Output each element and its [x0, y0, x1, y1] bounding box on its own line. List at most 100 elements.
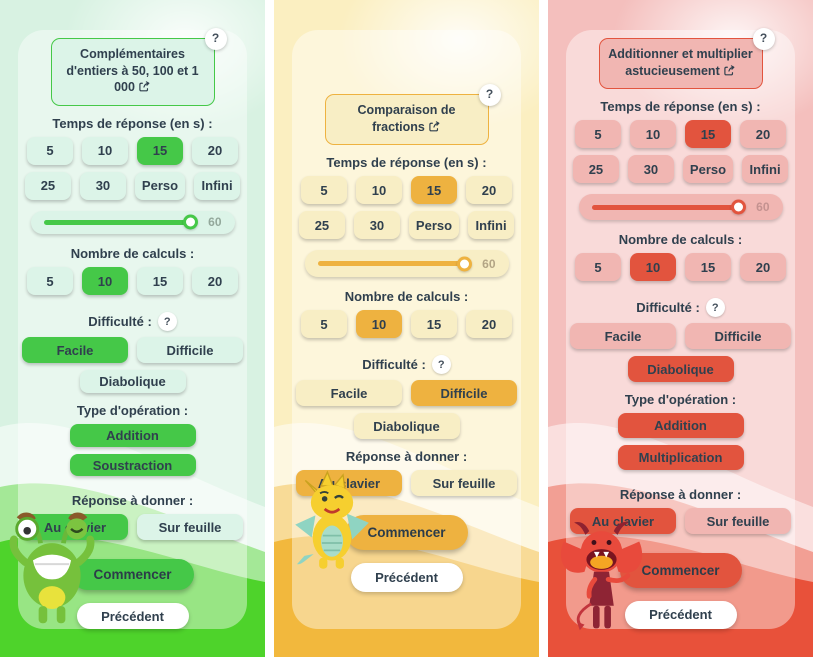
start-button[interactable]: Commencer: [345, 515, 468, 550]
difficulty-difficile[interactable]: Difficile: [137, 337, 243, 364]
difficulty-help-button[interactable]: ?: [157, 312, 177, 332]
time-option-15[interactable]: 15: [685, 120, 731, 148]
slider-track[interactable]: [591, 199, 747, 215]
time-section-label: Temps de réponse (en s) :: [600, 99, 761, 114]
time-option-5[interactable]: 5: [27, 136, 73, 165]
time-option-5[interactable]: 5: [301, 176, 347, 204]
count-option-5[interactable]: 5: [575, 253, 621, 282]
back-button[interactable]: Précédent: [350, 563, 463, 592]
exercise-title-card[interactable]: Complémentaires d'entiers à 50, 100 et 1…: [50, 28, 227, 106]
difficulty-diabolique[interactable]: Diabolique: [627, 356, 734, 382]
count-option-10[interactable]: 10: [630, 253, 676, 282]
count-option-10[interactable]: 10: [356, 310, 402, 338]
time-option-20[interactable]: 20: [466, 176, 512, 204]
back-button[interactable]: Précédent: [624, 600, 737, 630]
settings-card: Comparaison de fractions ? Temps de répo…: [292, 30, 521, 629]
answer-feuille[interactable]: Sur feuille: [137, 514, 243, 541]
slider-track[interactable]: [317, 256, 473, 271]
exercise-title-card[interactable]: Comparaison de fractions ?: [324, 84, 501, 145]
time-option-30[interactable]: 30: [627, 155, 674, 183]
difficulty-difficile[interactable]: Difficile: [685, 323, 791, 350]
slider-value: 60: [482, 256, 496, 271]
time-option-infini[interactable]: Infini: [468, 211, 515, 239]
difficulty-diabolique[interactable]: Diabolique: [353, 413, 460, 439]
count-option-15[interactable]: 15: [137, 267, 183, 296]
answer-feuille[interactable]: Sur feuille: [685, 508, 791, 535]
difficulty-help-button[interactable]: ?: [431, 355, 451, 374]
help-button[interactable]: ?: [752, 28, 775, 50]
difficulty-diabolique[interactable]: Diabolique: [79, 370, 186, 393]
time-option-10[interactable]: 10: [630, 120, 676, 148]
operation-addition[interactable]: Addition: [69, 423, 196, 447]
time-option-5[interactable]: 5: [575, 120, 621, 148]
time-section-label: Temps de réponse (en s) :: [52, 115, 213, 131]
time-option-15[interactable]: 15: [411, 176, 457, 204]
time-option-10[interactable]: 10: [356, 176, 402, 204]
count-option-15[interactable]: 15: [685, 253, 731, 282]
count-option-20[interactable]: 20: [466, 310, 512, 338]
count-option-20[interactable]: 20: [192, 267, 238, 296]
answer-feuille[interactable]: Sur feuille: [411, 470, 517, 496]
difficulty-section-label: Difficulté : ?: [636, 298, 725, 318]
panel-complementaires: Complémentaires d'entiers à 50, 100 et 1…: [0, 0, 265, 657]
custom-time-slider: 60: [30, 210, 235, 235]
slider-knob[interactable]: [457, 256, 473, 271]
count-section-label: Nombre de calculs :: [70, 246, 195, 262]
time-option-perso[interactable]: Perso: [682, 155, 734, 183]
slider-knob[interactable]: [183, 214, 199, 230]
time-option-infini[interactable]: Infini: [194, 171, 241, 200]
operation-soustraction[interactable]: Soustraction: [69, 453, 196, 477]
slider-knob[interactable]: [731, 199, 747, 215]
answer-section-label: Réponse à donner :: [619, 487, 742, 503]
time-option-25[interactable]: 25: [24, 171, 71, 200]
difficulty-difficile[interactable]: Difficile: [411, 380, 517, 406]
difficulty-facile[interactable]: Facile: [22, 337, 128, 364]
difficulty-row: Facile Difficile: [22, 337, 243, 364]
time-option-15[interactable]: 15: [137, 136, 183, 165]
count-section-label: Nombre de calculs :: [344, 289, 469, 304]
exercise-title-card[interactable]: Additionner et multiplier astucieusement…: [598, 28, 775, 89]
help-button[interactable]: ?: [478, 84, 501, 106]
difficulty-facile[interactable]: Facile: [296, 380, 402, 406]
count-option-20[interactable]: 20: [740, 253, 786, 282]
operation-addition[interactable]: Addition: [617, 412, 744, 439]
count-option-5[interactable]: 5: [301, 310, 347, 338]
slider-track[interactable]: [43, 214, 199, 230]
time-option-20[interactable]: 20: [192, 136, 238, 165]
help-button[interactable]: ?: [204, 28, 227, 50]
custom-time-slider: 60: [304, 250, 509, 277]
slider-value: 60: [756, 200, 770, 215]
time-option-25[interactable]: 25: [298, 211, 345, 239]
time-options-row-2: 25 30 Perso Infini: [298, 211, 515, 239]
share-icon[interactable]: [723, 64, 736, 82]
difficulty-row: Facile Difficile: [570, 323, 791, 350]
time-options-row-1: 5 10 15 20: [301, 176, 512, 204]
start-button[interactable]: Commencer: [619, 553, 742, 588]
back-button[interactable]: Précédent: [76, 603, 189, 629]
time-option-25[interactable]: 25: [572, 155, 619, 183]
share-icon[interactable]: [428, 120, 441, 138]
time-option-10[interactable]: 10: [82, 136, 128, 165]
time-option-30[interactable]: 30: [79, 171, 126, 200]
operation-multiplication[interactable]: Multiplication: [617, 445, 744, 471]
start-button[interactable]: Commencer: [71, 559, 194, 591]
time-option-30[interactable]: 30: [353, 211, 400, 239]
share-icon[interactable]: [138, 80, 151, 98]
time-option-20[interactable]: 20: [740, 120, 786, 148]
green-monster-mascot-illustration: [9, 512, 95, 624]
count-option-10[interactable]: 10: [82, 267, 128, 296]
exercise-title: Additionner et multiplier astucieusement: [608, 47, 753, 78]
time-option-perso[interactable]: Perso: [408, 211, 460, 239]
custom-time-slider: 60: [578, 194, 783, 221]
time-option-perso[interactable]: Perso: [134, 171, 186, 200]
count-option-5[interactable]: 5: [27, 267, 73, 296]
panel-comparaison-fractions: Comparaison de fractions ? Temps de répo…: [274, 0, 539, 657]
difficulty-facile[interactable]: Facile: [570, 323, 676, 350]
answer-clavier[interactable]: Au clavier: [296, 470, 402, 496]
time-option-infini[interactable]: Infini: [742, 155, 789, 183]
difficulty-help-button[interactable]: ?: [705, 298, 725, 318]
time-options-row-1: 5 10 15 20: [575, 120, 786, 148]
count-option-15[interactable]: 15: [411, 310, 457, 338]
time-section-label: Temps de réponse (en s) :: [326, 155, 487, 170]
slider-value: 60: [208, 215, 222, 230]
